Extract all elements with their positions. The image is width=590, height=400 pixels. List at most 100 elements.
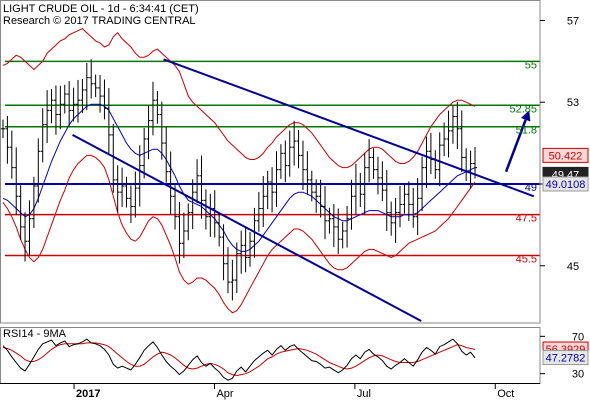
price-bar bbox=[274, 151, 279, 207]
price-axis-label-3: 57 bbox=[567, 15, 579, 27]
price-bar bbox=[256, 191, 261, 232]
price-bar bbox=[442, 122, 447, 157]
price-bar bbox=[411, 187, 416, 228]
price-badge-text: 50.422 bbox=[549, 150, 583, 162]
price-bar bbox=[93, 74, 98, 98]
price-bar bbox=[287, 130, 292, 177]
price-bar bbox=[45, 90, 50, 144]
price-axis-label-0: 45 bbox=[567, 261, 579, 273]
price-bar bbox=[217, 213, 222, 247]
price-bar bbox=[111, 123, 116, 193]
price-bar bbox=[124, 176, 129, 208]
price-bar bbox=[195, 159, 200, 204]
price-bar bbox=[173, 185, 178, 230]
main-panel-border bbox=[0, 0, 541, 324]
price-bar bbox=[248, 232, 253, 267]
price-bar bbox=[146, 105, 151, 160]
forecast-arrow-shaft bbox=[504, 119, 527, 173]
time-axis: 2017 Apr Jul Oct bbox=[0, 383, 540, 400]
price-bar bbox=[349, 179, 354, 230]
price-bar bbox=[221, 224, 226, 281]
price-bar bbox=[164, 126, 169, 183]
forecast-arrow bbox=[504, 110, 531, 173]
price-bar bbox=[225, 247, 230, 294]
price-bar bbox=[380, 161, 385, 202]
price-bar bbox=[89, 59, 94, 99]
level-label-1: 52.85 bbox=[509, 103, 537, 115]
level-label-0: 55 bbox=[525, 59, 537, 71]
price-bar bbox=[186, 203, 191, 241]
price-bar bbox=[115, 165, 120, 213]
price-badge-0: 50.422 bbox=[542, 147, 589, 163]
rsi-axis-label-0: 30 bbox=[572, 369, 584, 381]
price-bar bbox=[292, 120, 297, 166]
price-bar bbox=[40, 108, 45, 163]
price-bar bbox=[243, 226, 248, 273]
price-bar bbox=[120, 167, 125, 207]
rsi-axis: 30 70 bbox=[540, 331, 584, 381]
price-bar bbox=[358, 172, 363, 208]
price-bar bbox=[239, 230, 244, 274]
price-bar bbox=[230, 259, 235, 301]
price-bar bbox=[106, 88, 111, 154]
rsi-title: RSI14 - 9MA bbox=[3, 328, 67, 340]
moving-average bbox=[2, 103, 476, 252]
price-bar bbox=[420, 156, 425, 212]
price-badge-2: 49.0108 bbox=[542, 176, 589, 192]
price-bar bbox=[265, 170, 270, 210]
price-bar bbox=[406, 181, 411, 221]
level-label-4: 47.5 bbox=[516, 213, 537, 225]
level-label-2: 51.8 bbox=[516, 125, 537, 137]
price-bar bbox=[278, 144, 283, 179]
price-bar bbox=[168, 151, 173, 215]
level-labels: 55 52.85 51.8 49 47.5 45.5 bbox=[509, 59, 537, 265]
price-bar bbox=[300, 140, 305, 190]
price-bar bbox=[336, 208, 341, 254]
price-bar bbox=[212, 190, 217, 238]
price-bar bbox=[84, 62, 89, 111]
time-axis-label-1: Apr bbox=[216, 388, 233, 400]
price-bar bbox=[327, 207, 332, 234]
price-bar bbox=[14, 147, 19, 215]
price-bar bbox=[27, 200, 32, 256]
price-bar bbox=[53, 85, 58, 135]
price-bar bbox=[71, 87, 76, 122]
price-bar bbox=[5, 115, 10, 164]
price-bar bbox=[402, 185, 407, 214]
price-bar bbox=[371, 148, 376, 179]
price-bar bbox=[437, 132, 442, 187]
price-bar bbox=[9, 130, 14, 179]
rsi-badge-box bbox=[542, 350, 589, 366]
price-badge-box bbox=[542, 147, 589, 163]
rsi-line bbox=[2, 338, 476, 381]
price-bar bbox=[318, 179, 323, 218]
price-bar bbox=[270, 167, 275, 213]
price-bar bbox=[362, 152, 367, 215]
price-bar bbox=[199, 155, 204, 219]
chart-title: LIGHT CRUDE OIL - 1d - 6:34:41 (CET) bbox=[3, 3, 199, 15]
price-bar bbox=[473, 146, 477, 179]
price-bar bbox=[203, 189, 208, 230]
price-bar bbox=[36, 138, 41, 203]
rsi-badge-text: 47.2782 bbox=[546, 353, 586, 365]
bollinger-upper bbox=[2, 28, 476, 169]
price-bar bbox=[450, 105, 455, 144]
price-bar bbox=[137, 145, 142, 207]
price-bar bbox=[446, 110, 451, 158]
price-bar bbox=[177, 201, 182, 264]
level-label-3: 49 bbox=[525, 182, 537, 194]
time-axis-label-0: 2017 bbox=[76, 388, 100, 400]
price-bar bbox=[305, 151, 310, 195]
price-bar bbox=[309, 170, 314, 202]
time-axis-label-3: Oct bbox=[497, 388, 514, 400]
price-bar bbox=[23, 212, 28, 262]
price-bar bbox=[133, 171, 138, 218]
price-bar bbox=[283, 140, 288, 183]
price-bar bbox=[18, 185, 23, 240]
price-bar bbox=[331, 204, 336, 248]
price-bar bbox=[142, 127, 147, 179]
price-bar bbox=[323, 186, 328, 240]
price-bar bbox=[415, 178, 420, 236]
